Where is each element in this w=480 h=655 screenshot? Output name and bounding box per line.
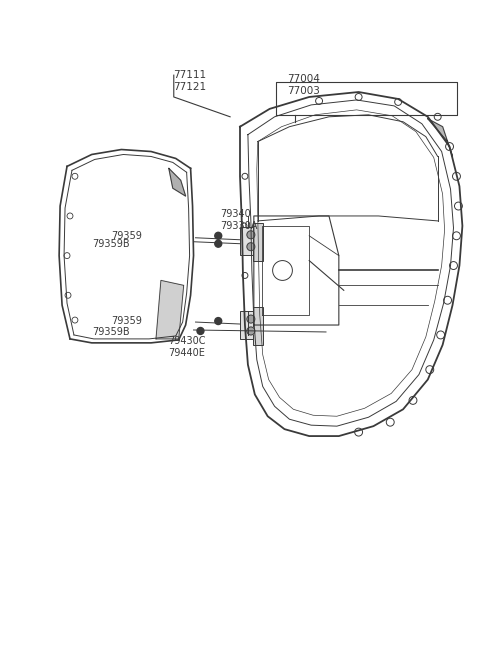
Text: 77111
77121: 77111 77121 [173, 70, 206, 92]
Bar [253, 307, 263, 345]
Polygon shape [169, 168, 186, 196]
Bar [253, 223, 263, 261]
Bar [240, 227, 262, 255]
Circle shape [247, 315, 255, 323]
Text: 79359B: 79359B [92, 238, 130, 249]
Polygon shape [428, 119, 453, 157]
Circle shape [247, 231, 255, 239]
Polygon shape [156, 280, 184, 339]
Circle shape [247, 243, 255, 251]
Text: 79340
79330A: 79340 79330A [220, 209, 258, 231]
Text: 79359B: 79359B [92, 327, 130, 337]
Circle shape [247, 327, 255, 335]
Text: 79430C
79440E: 79430C 79440E [168, 336, 205, 358]
Circle shape [215, 233, 222, 239]
Circle shape [215, 318, 222, 324]
Circle shape [215, 240, 222, 247]
Text: 79359: 79359 [111, 316, 143, 326]
Circle shape [197, 328, 204, 335]
Bar [240, 311, 262, 339]
Text: 77004
77003: 77004 77003 [288, 74, 320, 96]
Text: 79359: 79359 [111, 231, 143, 241]
